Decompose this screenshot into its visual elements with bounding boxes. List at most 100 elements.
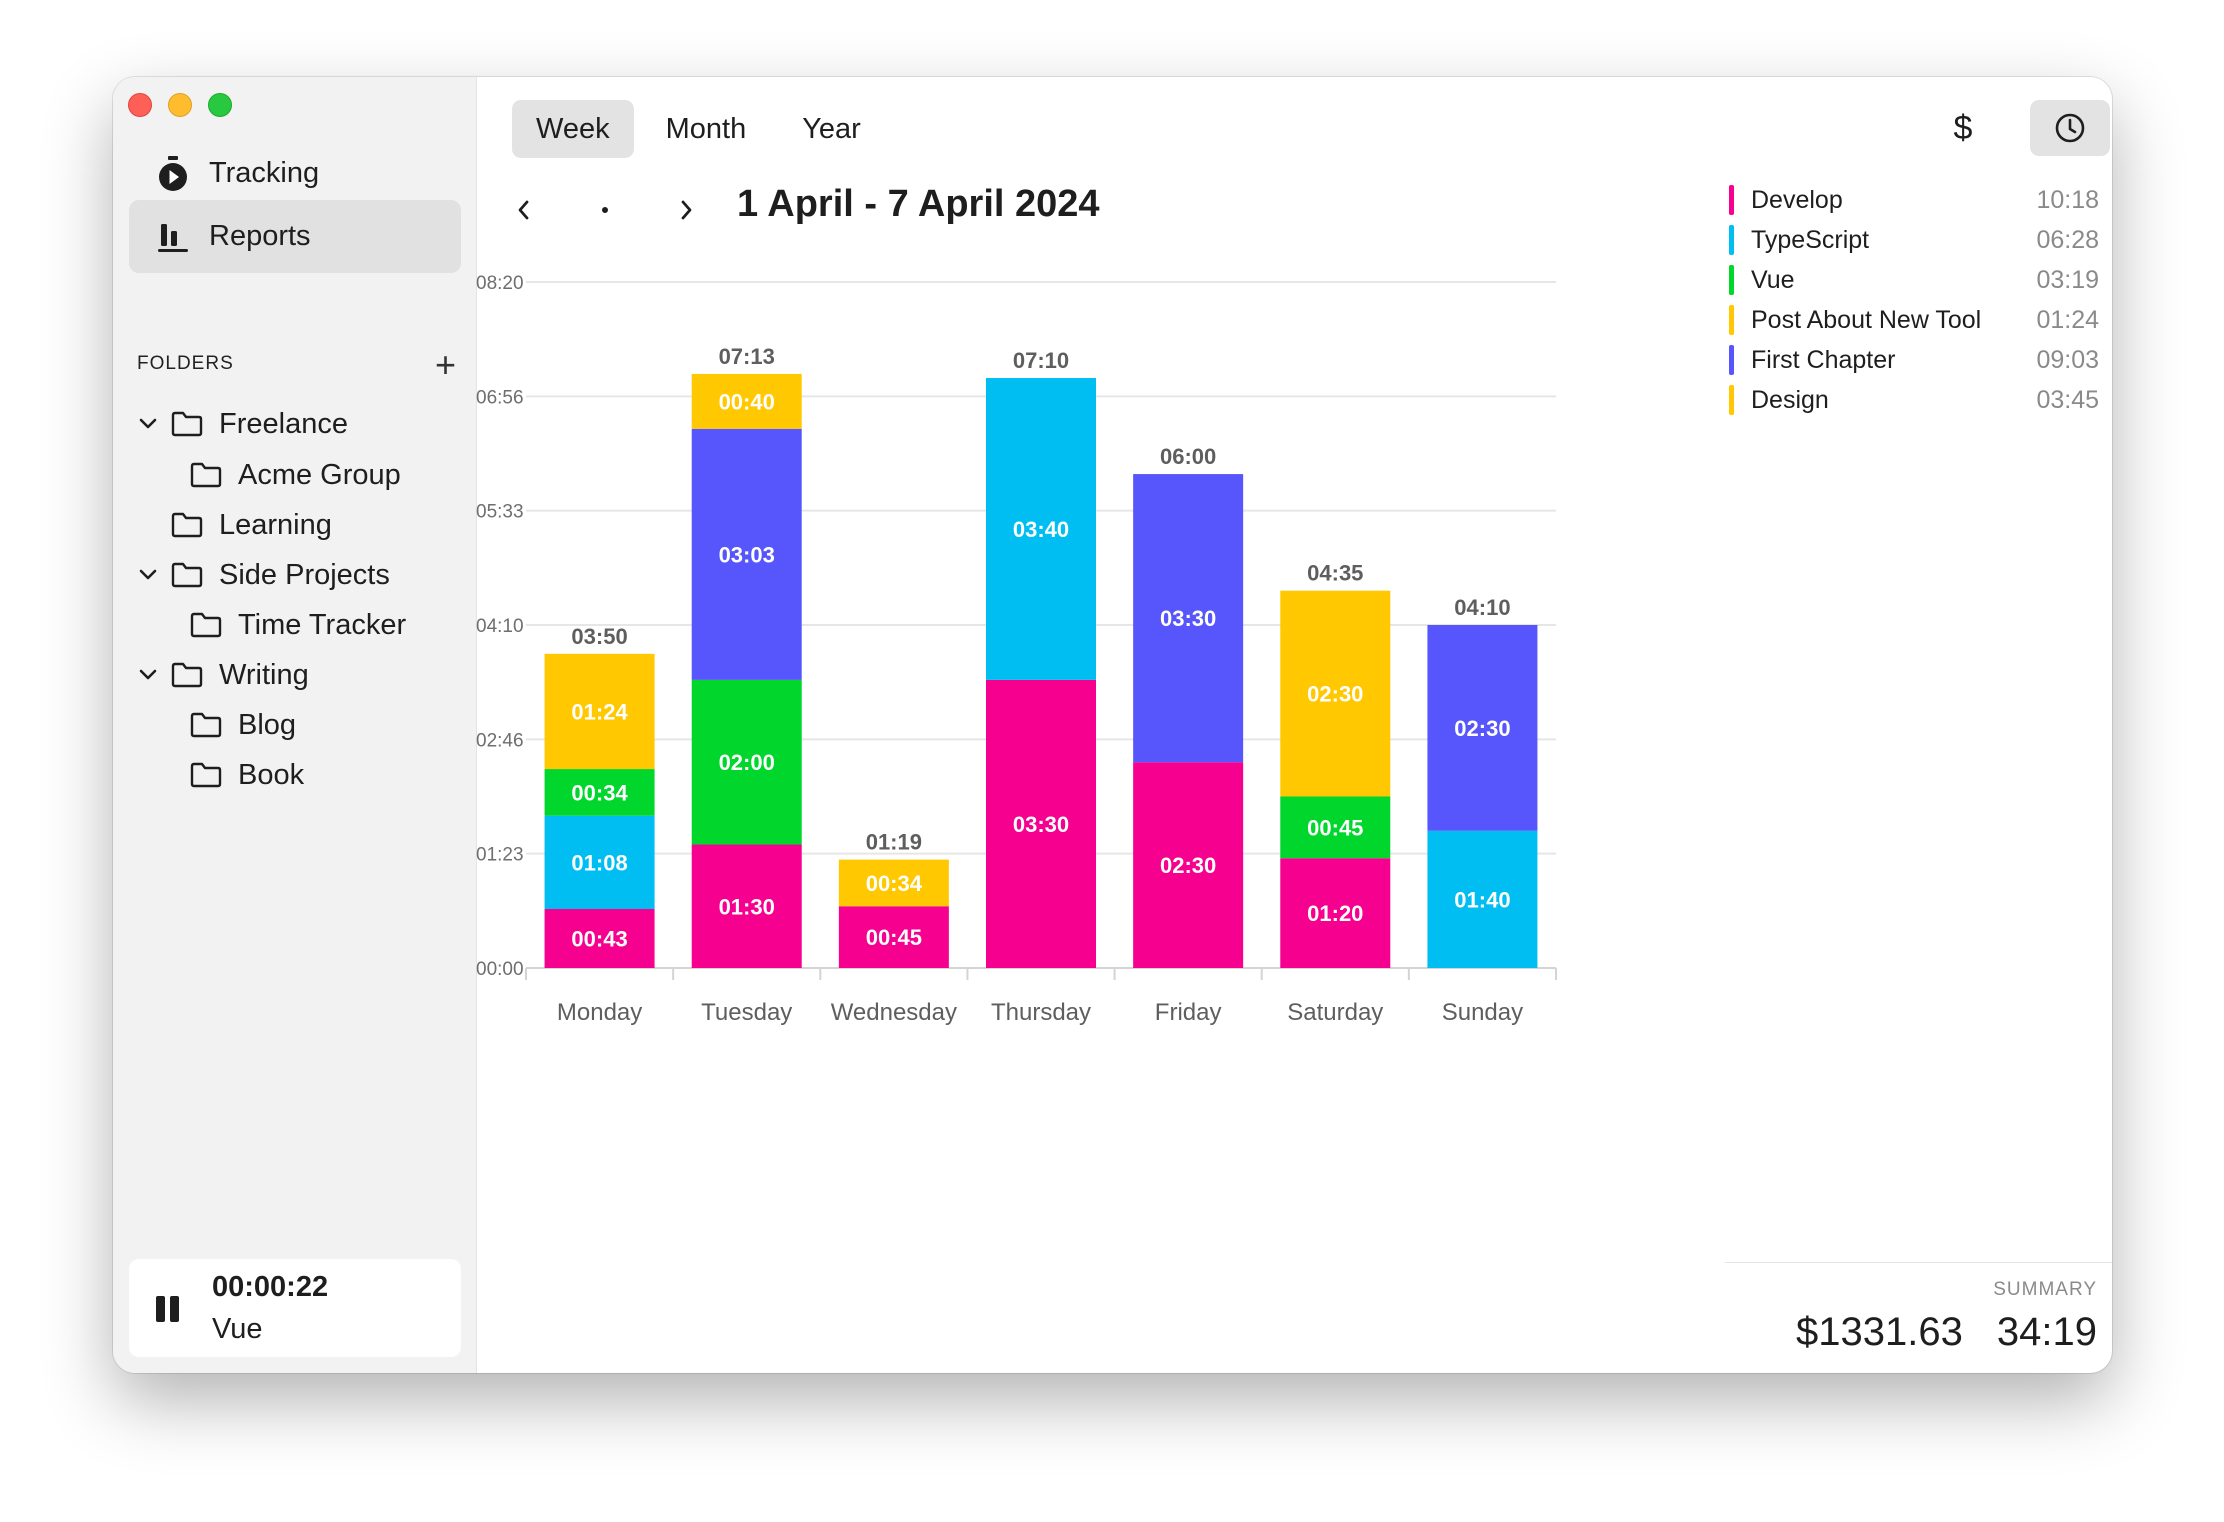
summary-amount: $1331.63 (1796, 1310, 1963, 1354)
tab-month[interactable]: Month (665, 112, 747, 145)
legend-name: First Chapter (1751, 346, 1896, 374)
weekly-bar-chart: 00:00 01:23 02:46 04:10 05:33 06:56 08:20 00:43… (476, 273, 1557, 1026)
bar-total-label: 01:19 (866, 830, 922, 855)
bar-segment-label: 02:00 (719, 750, 775, 775)
bar-segment-label: 02:30 (1160, 853, 1216, 878)
folder-acme-group[interactable]: Acme Group (190, 455, 401, 495)
sidebar-item-label: Tracking (209, 157, 320, 189)
bar-segment (1427, 830, 1538, 968)
sidebar-item-label: Reports (209, 220, 311, 252)
current-period-button[interactable] (585, 190, 625, 230)
y-tick-label: 01:23 (476, 845, 524, 866)
folder-label: Side Projects (219, 558, 390, 591)
bar-segment (1133, 474, 1244, 763)
folder-freelance[interactable]: Freelance (137, 404, 348, 444)
bar-chart-icon (153, 217, 193, 257)
folder-icon (190, 712, 222, 738)
legend-item[interactable]: First Chapter 09:03 (1729, 340, 2099, 380)
legend-swatch (1729, 345, 1734, 375)
folders-heading: FOLDERS + (137, 347, 457, 383)
close-window-button[interactable] (128, 93, 152, 117)
legend-item[interactable]: Design 03:45 (1729, 380, 2099, 420)
summary-total-time: 34:19 (1996, 1310, 2097, 1354)
active-timer[interactable]: 00:00:22 Vue (129, 1259, 461, 1357)
bar-segment (691, 373, 802, 429)
tab-year[interactable]: Year (802, 112, 861, 145)
time-toggle-button[interactable] (2030, 100, 2110, 156)
summary-values: $1331.63 34:19 (1796, 1310, 2097, 1355)
legend-name: TypeScript (1751, 226, 1870, 254)
timer-task-name: Vue (212, 1313, 263, 1345)
x-category-label: Sunday (1442, 999, 1523, 1026)
x-category-label: Wednesday (831, 999, 957, 1026)
earnings-toggle-button[interactable]: $ (1953, 108, 1973, 147)
legend-item[interactable]: Vue 03:19 (1729, 260, 2099, 300)
bar-segment (1427, 625, 1538, 831)
bar-segment-label: 00:43 (571, 927, 627, 952)
folder-icon (190, 762, 222, 788)
folder-time-tracker[interactable]: Time Tracker (190, 605, 406, 645)
bar-segment (1280, 796, 1391, 859)
folder-icon (171, 662, 203, 688)
legend-time: 06:28 (2036, 226, 2099, 254)
dot-icon (602, 207, 608, 213)
chevron-left-icon (518, 200, 529, 220)
next-period-button[interactable] (666, 190, 706, 230)
sidebar-item-tracking[interactable]: Tracking (129, 137, 461, 210)
period-tabs: Week Month Year (512, 100, 893, 158)
folder-label: Time Tracker (238, 608, 407, 641)
chevron-down-icon[interactable] (137, 564, 159, 586)
x-category-label: Thursday (991, 999, 1091, 1026)
folder-label: Blog (238, 708, 297, 741)
legend-swatch (1729, 385, 1734, 415)
previous-period-button[interactable] (504, 190, 544, 230)
y-tick-label: 00:00 (476, 959, 524, 980)
bar-segment (544, 769, 655, 816)
bar-segment (544, 815, 655, 910)
tab-week[interactable]: Week (512, 100, 634, 158)
folder-label: Acme Group (238, 458, 401, 491)
legend-item[interactable]: Develop 10:18 (1729, 180, 2099, 220)
project-legend: Develop 10:18 TypeScript 06:28 Vue 03:19 Post … (1729, 180, 2099, 420)
summary-divider (1725, 1262, 2112, 1263)
bar-segment (986, 378, 1096, 680)
bar-segment (691, 844, 802, 968)
folder-icon (171, 411, 203, 437)
folder-learning[interactable]: Learning (171, 505, 332, 545)
bar-segment-label: 01:24 (571, 699, 628, 724)
summary-label: SUMMARY (1993, 1279, 2097, 1300)
minimize-window-button[interactable] (168, 93, 192, 117)
bar-segment-label: 00:45 (1307, 815, 1363, 840)
bar-segment-label: 01:40 (1454, 887, 1510, 912)
x-category-label: Friday (1155, 999, 1222, 1026)
folder-label: Book (238, 758, 305, 791)
bar-total-label: 07:10 (1013, 348, 1069, 373)
bar-segment-label: 03:30 (1160, 606, 1216, 631)
legend-item[interactable]: TypeScript 06:28 (1729, 220, 2099, 260)
folder-label: Writing (219, 658, 309, 691)
bar-segment (1133, 762, 1244, 968)
folder-side-projects[interactable]: Side Projects (137, 555, 390, 595)
zoom-window-button[interactable] (208, 93, 232, 117)
bar-total-label: 04:10 (1454, 595, 1510, 620)
sidebar-item-reports[interactable]: Reports (129, 200, 461, 273)
bar-segment-label: 03:40 (1013, 517, 1069, 542)
folder-blog[interactable]: Blog (190, 705, 296, 745)
pause-icon[interactable] (156, 1296, 182, 1322)
chevron-down-icon[interactable] (137, 664, 159, 686)
chevron-down-icon[interactable] (137, 413, 159, 435)
bar-segment-label: 01:08 (571, 850, 627, 875)
legend-name: Design (1751, 386, 1829, 414)
legend-time: 09:03 (2036, 346, 2099, 374)
legend-item[interactable]: Post About New Tool 01:24 (1729, 300, 2099, 340)
y-tick-label: 04:10 (476, 616, 524, 637)
add-folder-button[interactable]: + (434, 344, 457, 385)
folders-heading-label: FOLDERS (137, 353, 234, 374)
folder-writing[interactable]: Writing (137, 655, 309, 695)
bar-segment-label: 02:30 (1454, 716, 1510, 741)
bar-segment (691, 679, 802, 845)
clock-icon (2055, 113, 2085, 143)
folder-label: Learning (219, 508, 332, 541)
y-tick-label: 05:33 (476, 502, 524, 523)
folder-book[interactable]: Book (190, 755, 304, 795)
